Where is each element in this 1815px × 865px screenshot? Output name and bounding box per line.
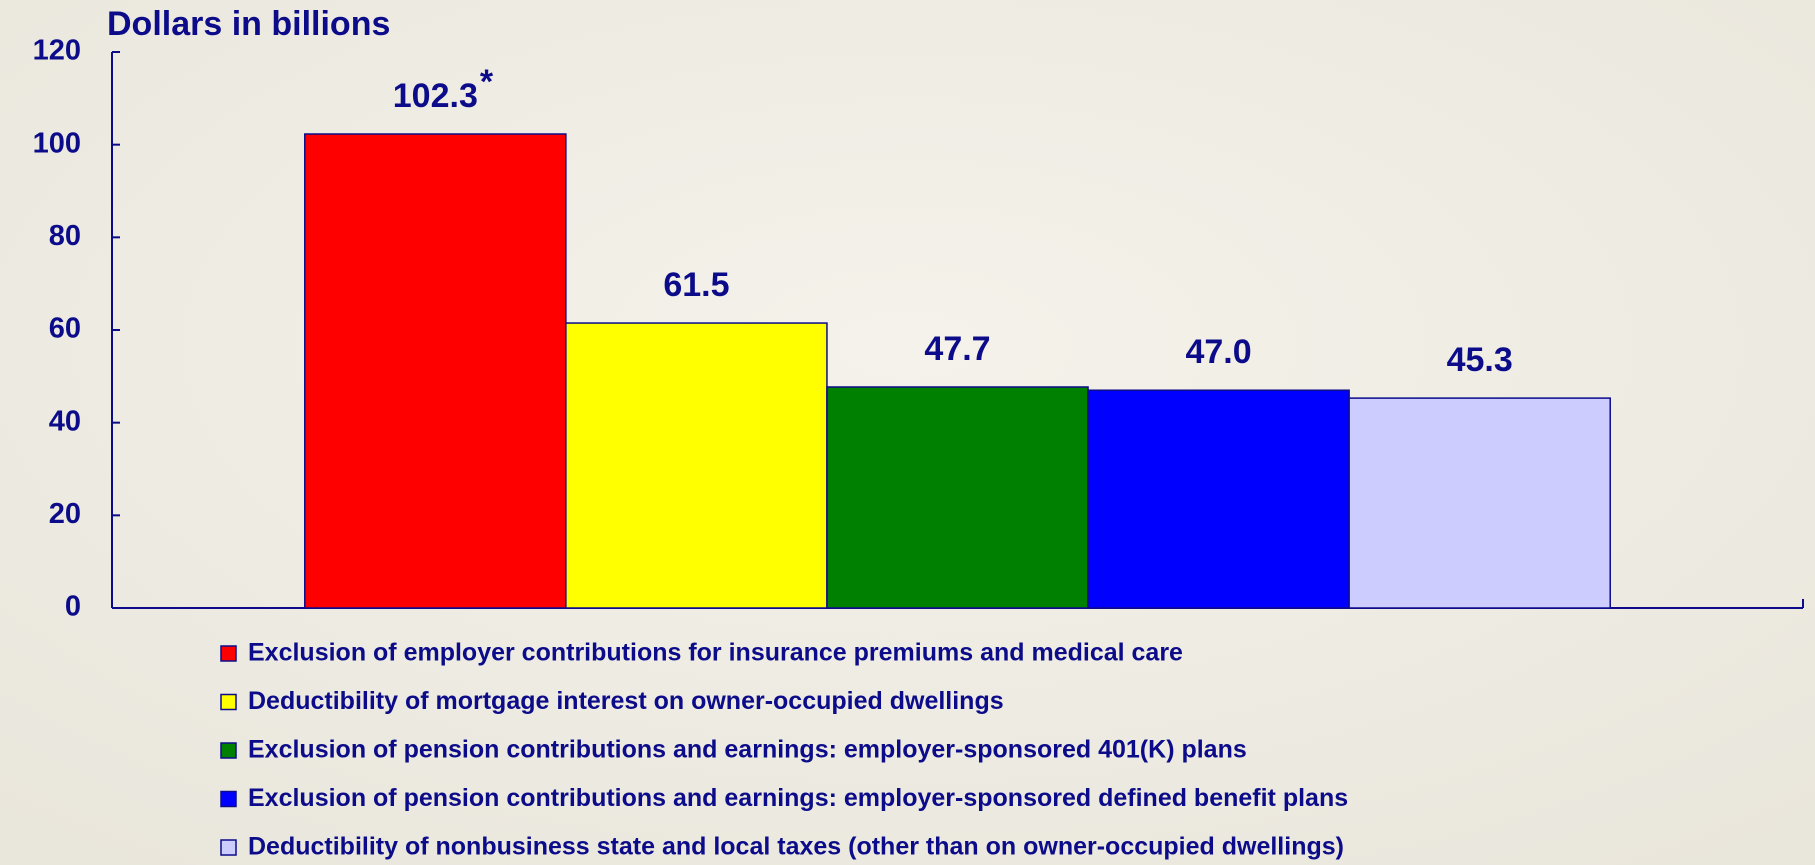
legend-label: Deductibility of mortgage interest on ow…: [248, 687, 1004, 715]
legend-swatch: [221, 695, 236, 710]
bar: [305, 134, 566, 608]
y-tick-label: 60: [49, 313, 81, 345]
legend-label: Exclusion of pension contributions and e…: [248, 784, 1348, 812]
value-label: 45.3: [1447, 341, 1513, 379]
legend-label: Deductibility of nonbusiness state and l…: [248, 833, 1344, 861]
y-tick-label: 20: [49, 498, 81, 530]
bar: [566, 323, 827, 608]
chart: Dollars in billions 0 20 40 60 80 100 120 102.3…: [0, 0, 1815, 865]
value-label: 102.3: [393, 77, 478, 115]
value-label: 61.5: [663, 266, 729, 304]
legend-label: Exclusion of pension contributions and e…: [248, 736, 1247, 764]
value-label: 47.0: [1185, 333, 1251, 371]
legend-swatch: [221, 646, 236, 661]
legend-swatch: [221, 840, 236, 855]
y-tick-label: 0: [65, 591, 81, 623]
legend-swatch: [221, 743, 236, 758]
annotation: *: [480, 63, 494, 101]
legend-label: Exclusion of employer contributions for …: [248, 639, 1183, 667]
chart-title: Dollars in billions: [107, 5, 390, 43]
bar: [827, 387, 1088, 608]
y-tick-label: 80: [49, 220, 81, 252]
y-tick-label: 40: [49, 405, 81, 437]
bar: [1088, 390, 1349, 608]
bar: [1349, 398, 1610, 608]
legend-swatch: [221, 792, 236, 807]
y-tick-label: 100: [33, 127, 81, 159]
value-label: 47.7: [924, 330, 990, 368]
y-tick-label: 120: [33, 35, 81, 67]
